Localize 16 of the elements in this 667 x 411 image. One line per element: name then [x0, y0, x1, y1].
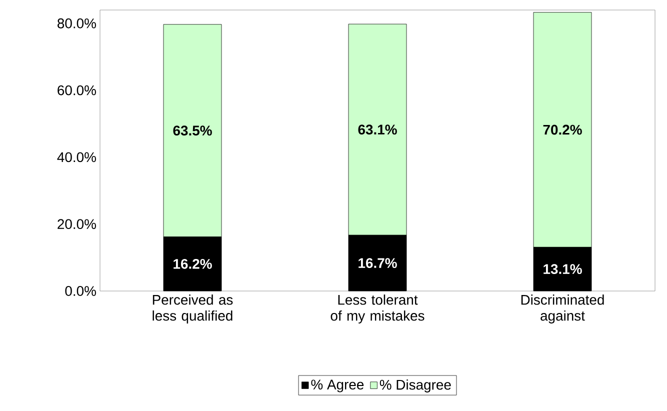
y-tick-label: 0.0%	[65, 286, 96, 296]
data-label: 16.7%	[358, 258, 397, 268]
y-tick-label: 40.0%	[57, 152, 96, 162]
y-tick-label: 80.0%	[58, 18, 96, 28]
data-label: 63.5%	[173, 126, 212, 136]
legend-label: % Agree	[311, 380, 364, 392]
data-label: 16.2%	[174, 258, 212, 269]
x-tick-label: Perceived as less qualified	[152, 294, 233, 324]
data-label: 70.2%	[543, 124, 582, 135]
x-tick-label: Discriminated against	[521, 294, 604, 324]
data-label: 63.1%	[358, 124, 397, 135]
legend-label: % Disagree	[380, 379, 451, 392]
x-tick-label: Less tolerant of my mistakes	[330, 294, 424, 324]
data-label: 13.1%	[544, 264, 582, 274]
y-tick-label: 20.0%	[58, 219, 96, 230]
y-tick-label: 60.0%	[58, 85, 96, 96]
